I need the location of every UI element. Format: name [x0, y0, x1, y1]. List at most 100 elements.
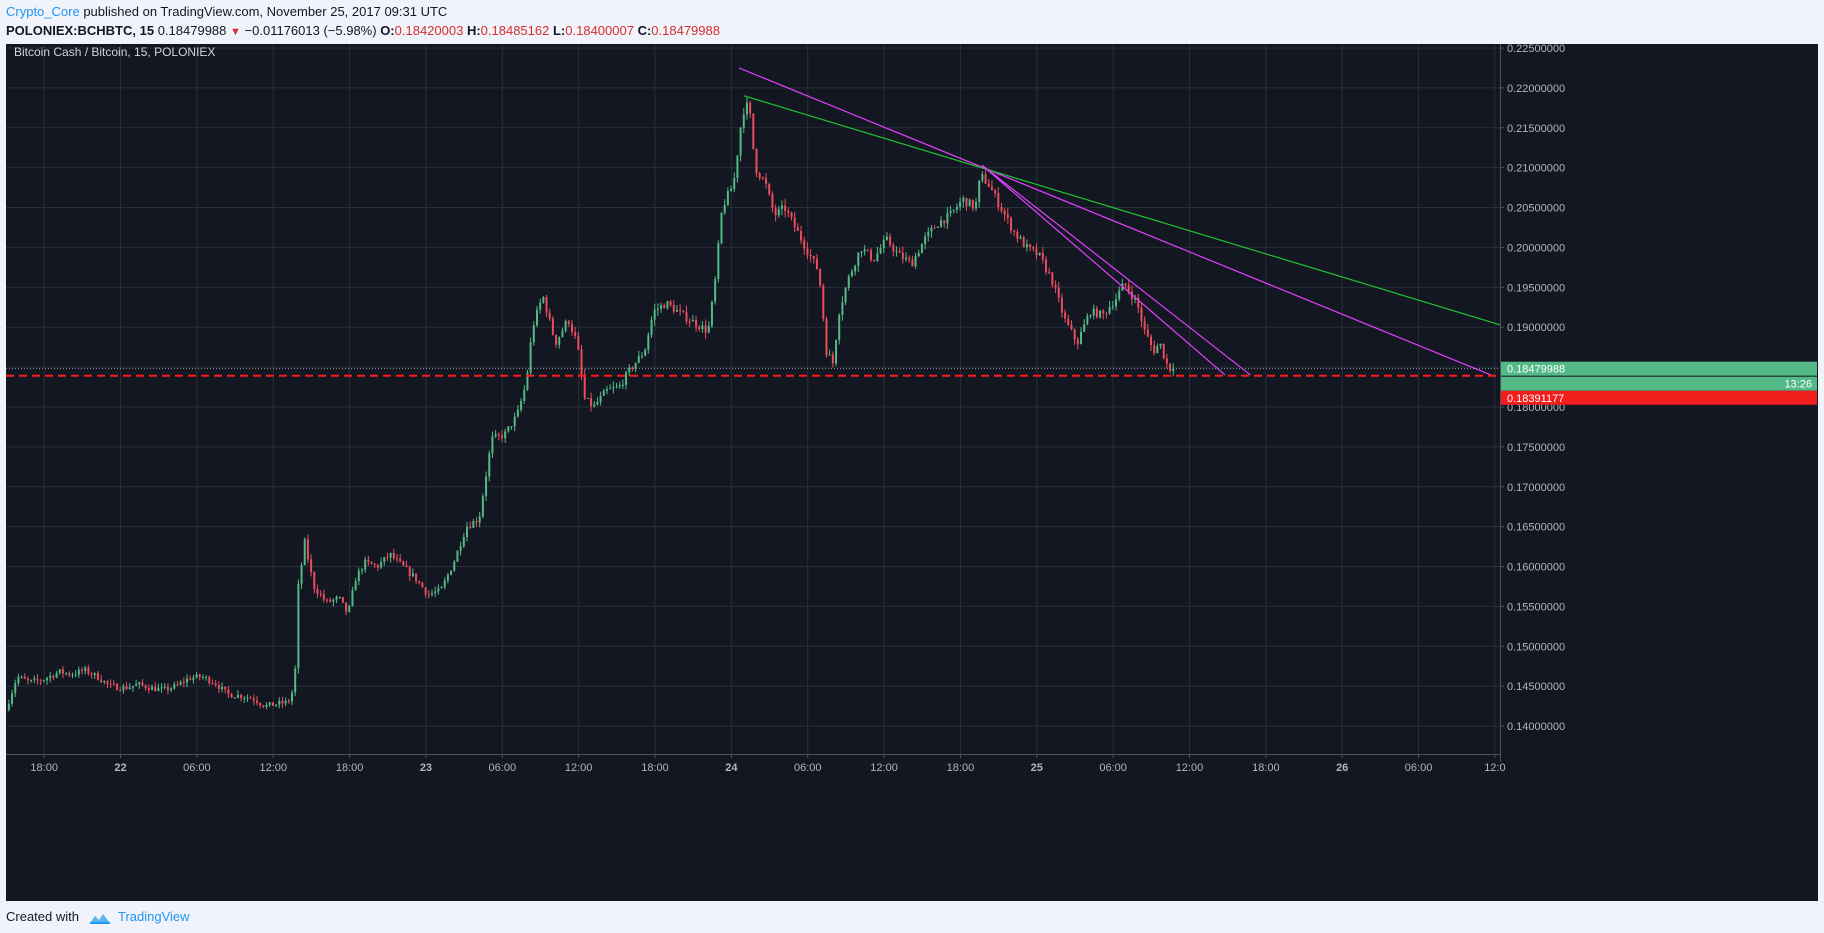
candle-body: [1143, 321, 1146, 330]
price-tick-label: 0.17000000: [1507, 482, 1565, 494]
price-tick-label: 0.19000000: [1507, 322, 1565, 334]
chart-header: Crypto_Core published on TradingView.com…: [6, 2, 1816, 42]
candle-body: [720, 212, 723, 244]
candle-body: [978, 180, 981, 203]
candle-body: [472, 521, 475, 528]
candle-body: [876, 253, 879, 261]
candle-body: [975, 202, 978, 209]
candle-body: [761, 178, 764, 180]
candle-body: [860, 251, 863, 253]
candle-body: [1124, 283, 1127, 286]
candle-body: [205, 676, 208, 678]
candle-body: [437, 588, 440, 592]
candle-body: [351, 590, 354, 606]
candle-body: [577, 335, 580, 350]
candle-body: [946, 213, 949, 224]
candle-body: [675, 310, 678, 312]
candle-body: [259, 703, 262, 706]
price-tick-label: 0.15000000: [1507, 641, 1565, 653]
candle-body: [815, 258, 818, 270]
candle-body: [752, 113, 755, 149]
candle-body: [49, 675, 52, 679]
time-axis[interactable]: 18:00 22 06:00 12:00 18:00 23 06:00 12:00 18:00 2…: [6, 754, 1506, 774]
candle-body: [221, 686, 224, 690]
candle-body: [1045, 259, 1048, 272]
candle-body: [23, 676, 26, 679]
price-tick-label: 0.15500000: [1507, 601, 1565, 613]
candle-body: [892, 245, 895, 252]
candle-body: [542, 297, 545, 303]
candle-body: [116, 684, 119, 690]
candle-body: [1038, 252, 1041, 255]
candle-body: [14, 683, 17, 694]
candle-body: [154, 686, 157, 692]
time-tick-label: 12:00: [1176, 762, 1204, 774]
candle-body: [332, 599, 335, 602]
candle-body: [246, 697, 249, 699]
candle-body: [491, 436, 494, 454]
candle-body: [497, 434, 500, 436]
candle-body: [968, 199, 971, 207]
candle-body: [545, 297, 548, 313]
candle-body: [157, 688, 160, 692]
candle-body: [726, 191, 729, 206]
candle-body: [485, 476, 488, 497]
candle-body: [192, 677, 195, 680]
tradingview-link[interactable]: TradingView: [118, 909, 190, 924]
last-price-label: 0.18479988: [1507, 364, 1565, 376]
price-levels: [6, 368, 1500, 377]
candle-body: [30, 680, 33, 682]
time-tick-label: 12:0: [1484, 762, 1505, 774]
candle-body: [513, 416, 516, 427]
candle-body: [1076, 339, 1079, 344]
candle-body: [131, 685, 134, 688]
candle-body: [1010, 217, 1013, 231]
candle-body: [354, 581, 357, 591]
author-link[interactable]: Crypto_Core: [6, 4, 80, 19]
candle-body: [1016, 231, 1019, 239]
candle-body: [456, 550, 459, 562]
candle-body: [68, 673, 71, 676]
time-tick-label: 06:00: [489, 762, 517, 774]
candle-body: [612, 387, 615, 389]
magenta-trendline-3: [981, 164, 1226, 376]
candle-body: [58, 669, 61, 674]
candle-body: [446, 574, 449, 581]
candle-body: [287, 700, 290, 702]
candle-body: [1111, 306, 1114, 308]
countdown-label: 13:26: [1784, 379, 1812, 391]
candle-body: [765, 178, 768, 184]
candle-body: [599, 395, 602, 402]
candle-body: [666, 301, 669, 309]
candle-body: [911, 259, 914, 267]
candle-body: [885, 236, 888, 240]
time-tick-label: 25: [1031, 762, 1043, 774]
candle-body: [596, 401, 599, 405]
candle-body: [1102, 310, 1105, 314]
candle-body: [176, 684, 179, 686]
chart-panel[interactable]: 0.14000000 0.14500000 0.15000000 0.15500000…: [6, 43, 1818, 901]
candle-body: [682, 310, 685, 312]
price-chart[interactable]: 0.14000000 0.14500000 0.15000000 0.15500000…: [6, 43, 1818, 901]
candle-body: [198, 674, 201, 678]
candle-body: [952, 209, 955, 211]
candle-body: [793, 217, 796, 228]
candle-body: [1134, 298, 1137, 300]
price-tick-label: 0.19500000: [1507, 282, 1565, 294]
candle-body: [650, 319, 653, 336]
candle-body: [395, 558, 398, 560]
candle-body: [144, 685, 147, 689]
candle-body: [1048, 271, 1051, 273]
time-tick-label: 23: [420, 762, 432, 774]
trendlines: [738, 67, 1501, 376]
price-tick-label: 0.21500000: [1507, 123, 1565, 135]
candle-body: [214, 683, 217, 686]
candle-body: [526, 372, 529, 390]
candle-body: [1080, 331, 1083, 344]
close-value: 0.18479988: [651, 23, 720, 38]
candle-body: [249, 697, 252, 699]
candle-body: [166, 686, 169, 691]
price-axis[interactable]: 0.14000000 0.14500000 0.15000000 0.15500000…: [1500, 43, 1817, 762]
candle-body: [1137, 298, 1140, 308]
candle-body: [453, 561, 456, 571]
